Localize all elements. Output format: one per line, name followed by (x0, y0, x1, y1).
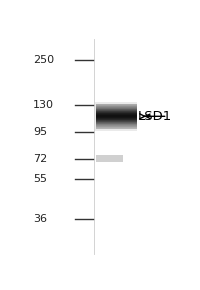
Bar (96, 104, 137, 105)
Bar (96, 109, 137, 110)
Bar (96, 121, 137, 122)
Text: 130: 130 (33, 100, 54, 110)
Bar (96, 127, 137, 128)
Bar (96, 114, 137, 115)
Bar (96, 120, 137, 121)
Bar (96, 122, 137, 123)
Text: 250: 250 (33, 55, 54, 66)
Bar (96, 107, 137, 108)
Text: 95: 95 (33, 127, 47, 137)
Text: 55: 55 (33, 174, 47, 184)
Bar (96, 117, 137, 118)
Bar (96, 126, 137, 127)
Bar (96, 112, 137, 113)
Bar (96, 155, 123, 162)
Bar (96, 108, 137, 109)
Text: 72: 72 (33, 154, 47, 164)
Bar (96, 106, 137, 107)
Bar (96, 105, 137, 106)
Bar (96, 118, 137, 119)
Bar (96, 123, 137, 124)
Text: LSD1: LSD1 (138, 110, 172, 123)
Bar (96, 116, 137, 117)
Bar (96, 125, 137, 126)
Bar (96, 110, 137, 111)
Bar (96, 111, 137, 112)
Text: 36: 36 (33, 214, 47, 224)
Bar (96, 124, 137, 125)
Bar (96, 113, 137, 114)
Bar (95, 102, 137, 131)
Bar (96, 119, 137, 120)
Bar (96, 115, 137, 116)
